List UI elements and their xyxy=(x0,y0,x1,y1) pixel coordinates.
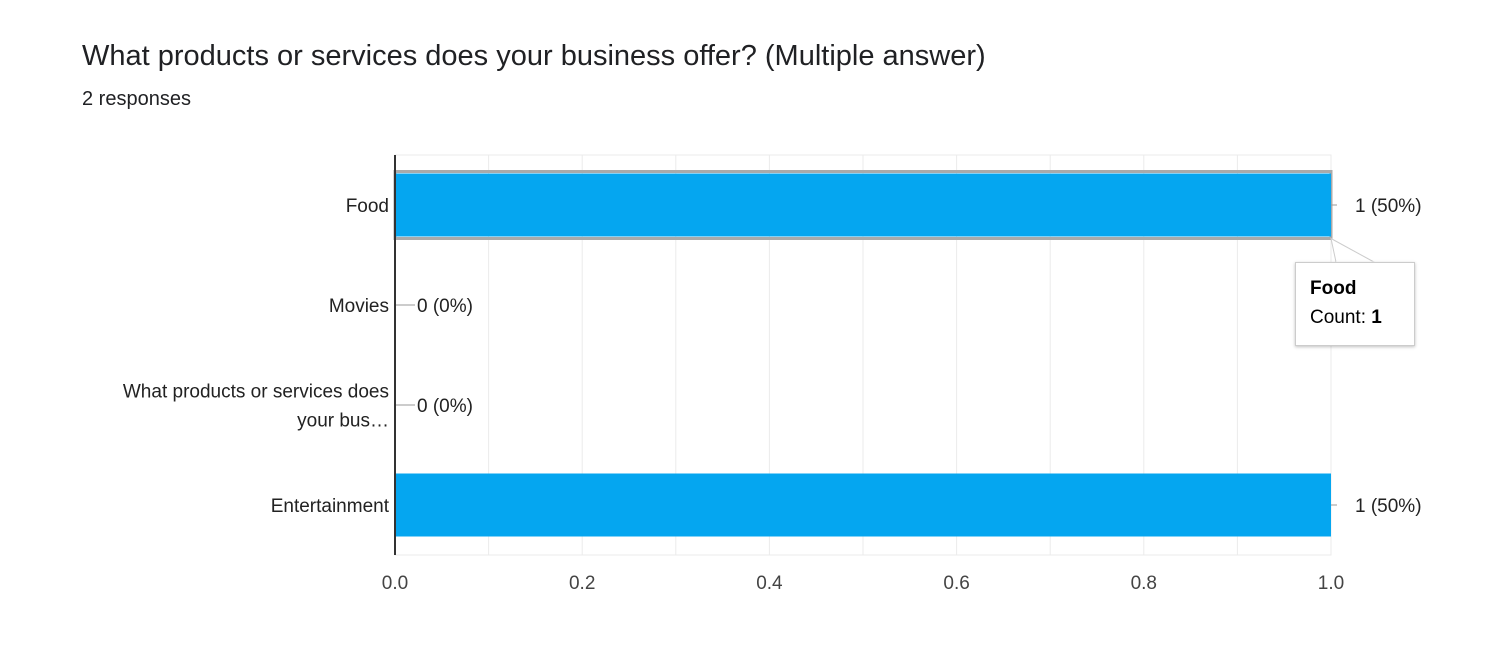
category-label: your bus… xyxy=(297,411,389,432)
tooltip-pointer xyxy=(1330,237,1375,263)
data-label: 1 (50%) xyxy=(1355,496,1422,517)
tooltip-title: Food xyxy=(1310,278,1357,299)
category-label: Entertainment xyxy=(271,496,390,517)
response-count: 2 responses xyxy=(82,88,191,110)
x-tick-label: 0.4 xyxy=(756,573,783,594)
data-label: 1 (50%) xyxy=(1355,196,1422,217)
bar xyxy=(395,473,1331,537)
bar xyxy=(395,173,1331,237)
data-label: 0 (0%) xyxy=(417,396,473,417)
category-label: Food xyxy=(346,196,389,217)
x-tick-label: 1.0 xyxy=(1318,573,1344,594)
data-label: 0 (0%) xyxy=(417,296,473,317)
tooltip-count: Count: 1 xyxy=(1310,303,1414,332)
category-label: What products or services does xyxy=(123,382,389,403)
x-tick-label: 0.8 xyxy=(1131,573,1157,594)
x-tick-label: 0.2 xyxy=(569,573,595,594)
tooltip-count-value: 1 xyxy=(1371,307,1382,328)
category-label: Movies xyxy=(329,296,389,317)
chart-title: What products or services does your busi… xyxy=(82,40,986,72)
tooltip-count-label: Count: xyxy=(1310,307,1366,328)
x-tick-label: 0.0 xyxy=(382,573,408,594)
x-tick-label: 0.6 xyxy=(943,573,969,594)
bar-tooltip: Food Count: 1 xyxy=(1295,262,1415,346)
